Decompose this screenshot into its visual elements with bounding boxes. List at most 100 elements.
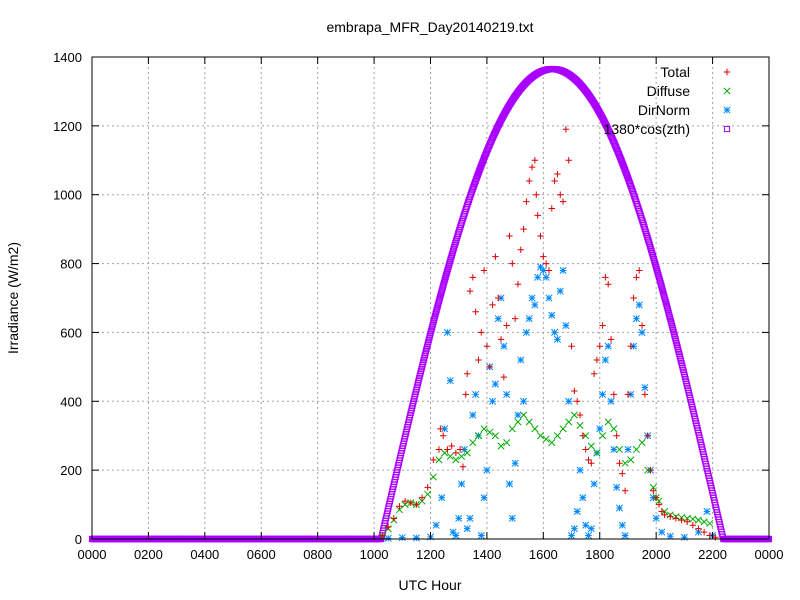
series-total (379, 126, 719, 541)
data-point (452, 456, 460, 464)
data-point (557, 191, 564, 198)
data-point (604, 418, 612, 426)
data-point (491, 432, 499, 440)
data-point (627, 343, 634, 350)
data-point (440, 279, 448, 286)
x-tick-label: 0600 (247, 547, 276, 562)
data-point (483, 466, 491, 474)
data-point (492, 253, 499, 260)
data-point (534, 212, 541, 219)
data-point (590, 480, 598, 488)
data-point (551, 177, 558, 185)
data-point (556, 287, 564, 295)
data-point (444, 267, 451, 274)
data-point (573, 507, 581, 516)
data-point (495, 294, 502, 302)
data-point (646, 242, 654, 249)
data-point (508, 514, 516, 522)
data-point (463, 449, 471, 457)
data-point (652, 494, 660, 501)
data-point (590, 370, 598, 377)
data-point (593, 356, 601, 364)
data-point (452, 449, 460, 457)
data-point (624, 173, 631, 180)
data-point (536, 432, 545, 440)
data-point (653, 266, 660, 273)
data-point (615, 445, 624, 454)
data-point (559, 425, 567, 433)
data-point (602, 274, 609, 281)
data-point (525, 315, 533, 323)
data-point (503, 439, 511, 447)
legend-marker (723, 106, 731, 114)
data-point (437, 425, 444, 433)
data-point (621, 487, 629, 494)
x-tick-label: 0000 (78, 547, 107, 562)
y-tick-label: 600 (60, 325, 82, 340)
data-point (533, 191, 540, 198)
data-point (700, 518, 708, 526)
data-point (658, 284, 665, 291)
data-point (585, 456, 592, 464)
data-point (601, 356, 609, 364)
data-point (494, 315, 502, 323)
data-point (523, 198, 530, 205)
x-tick-label: 0400 (190, 547, 219, 562)
data-point (619, 470, 626, 477)
data-point (442, 273, 449, 280)
data-point (537, 232, 544, 240)
data-point (649, 483, 657, 491)
data-point (463, 370, 471, 377)
data-point (511, 315, 519, 322)
data-point (588, 460, 595, 467)
data-point (553, 335, 561, 343)
data-point (650, 254, 657, 261)
data-point (545, 267, 553, 274)
data-point (395, 506, 404, 514)
data-point (401, 497, 409, 505)
data-point (651, 258, 658, 265)
data-point (418, 494, 426, 501)
data-point (486, 428, 494, 436)
data-point (638, 328, 646, 336)
legend-marker (723, 125, 731, 133)
data-point (655, 272, 662, 279)
data-point (436, 293, 444, 301)
data-point (474, 432, 483, 440)
data-point (528, 294, 536, 302)
data-point (627, 456, 635, 464)
data-point (723, 125, 731, 133)
data-point (621, 532, 629, 540)
data-point (466, 287, 474, 295)
data-point (652, 514, 660, 522)
data-point (463, 525, 471, 533)
data-point (573, 398, 581, 405)
data-point (587, 442, 595, 450)
data-point (457, 480, 466, 488)
data-point (657, 278, 664, 285)
data-point (565, 397, 573, 405)
y-tick-label: 400 (60, 394, 82, 409)
data-point (593, 449, 601, 457)
data-point (446, 452, 454, 460)
data-point (559, 266, 567, 275)
data-point (445, 263, 452, 270)
data-point (435, 298, 443, 305)
data-point (689, 515, 697, 523)
data-point (506, 232, 513, 240)
data-point (413, 501, 420, 508)
x-tick-label: 1400 (472, 547, 501, 562)
data-point (384, 523, 392, 531)
data-point (638, 439, 646, 447)
data-point (661, 294, 668, 301)
data-point (607, 336, 615, 343)
data-point (379, 532, 386, 539)
y-tick-label: 0 (75, 532, 82, 547)
data-point (509, 260, 516, 267)
x-tick-label: 0000 (755, 547, 784, 562)
data-point (517, 356, 525, 364)
data-point (401, 501, 409, 509)
data-point (647, 246, 655, 253)
data-point (650, 487, 657, 494)
data-point (610, 425, 618, 433)
